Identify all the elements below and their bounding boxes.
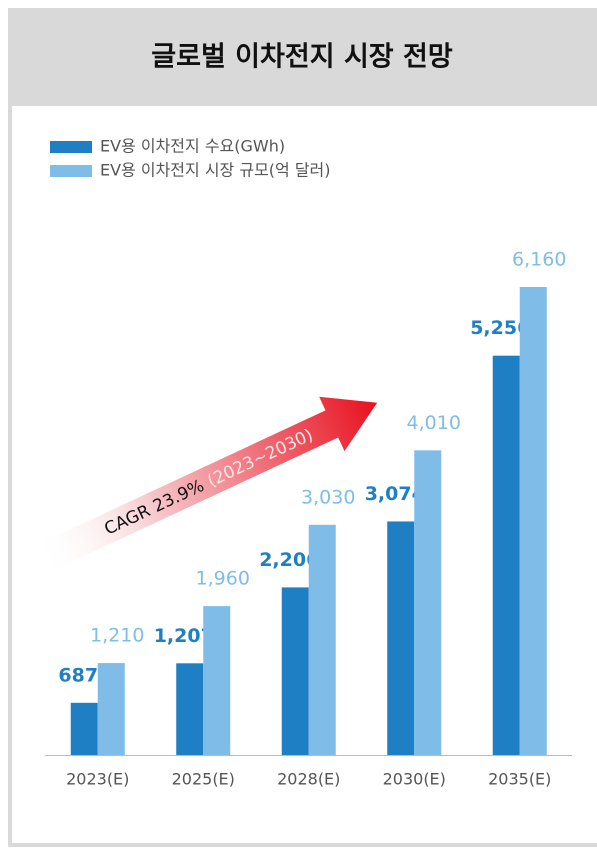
data-label: 1,210 [90, 625, 144, 647]
data-label: 687 [58, 664, 98, 686]
cagr-annotation: CAGR 23.9%(2023~2030) [101, 425, 316, 539]
bar [203, 606, 231, 755]
x-tick-label: 2028(E) [277, 770, 340, 789]
data-label: 6,160 [512, 249, 566, 271]
frame-left [8, 106, 12, 846]
data-label: 1,207 [154, 625, 214, 647]
x-tick-label: 2025(E) [172, 770, 235, 789]
data-label: 2,206 [259, 549, 319, 571]
legend-swatch [50, 141, 92, 153]
bar [492, 355, 520, 755]
bar [519, 287, 547, 755]
bar [308, 524, 336, 755]
legend-swatch [50, 165, 92, 177]
bar [176, 663, 204, 755]
bar [387, 521, 415, 755]
legend-label: EV용 이차전지 시장 규모(억 달러) [100, 161, 331, 180]
data-label: 3,074 [365, 483, 425, 505]
chart-title: 글로벌 이차전지 시장 전망 [151, 42, 453, 73]
cagr-period: (2023~2030) [204, 425, 316, 491]
bar [97, 663, 125, 755]
data-label: 5,256 [470, 317, 530, 339]
data-label: 3,030 [301, 486, 355, 508]
data-label: 4,010 [407, 412, 461, 434]
data-label: 1,960 [196, 568, 250, 590]
bar [414, 450, 442, 755]
x-tick-label: 2023(E) [66, 770, 129, 789]
bar [281, 587, 309, 755]
header-band [8, 8, 597, 106]
arrow-shape [33, 396, 378, 574]
x-tick-label: 2030(E) [383, 770, 446, 789]
legend-label: EV용 이차전지 수요(GWh) [100, 137, 285, 156]
bar [70, 702, 98, 755]
frame-bottom [8, 843, 597, 847]
x-tick-label: 2035(E) [488, 770, 551, 789]
